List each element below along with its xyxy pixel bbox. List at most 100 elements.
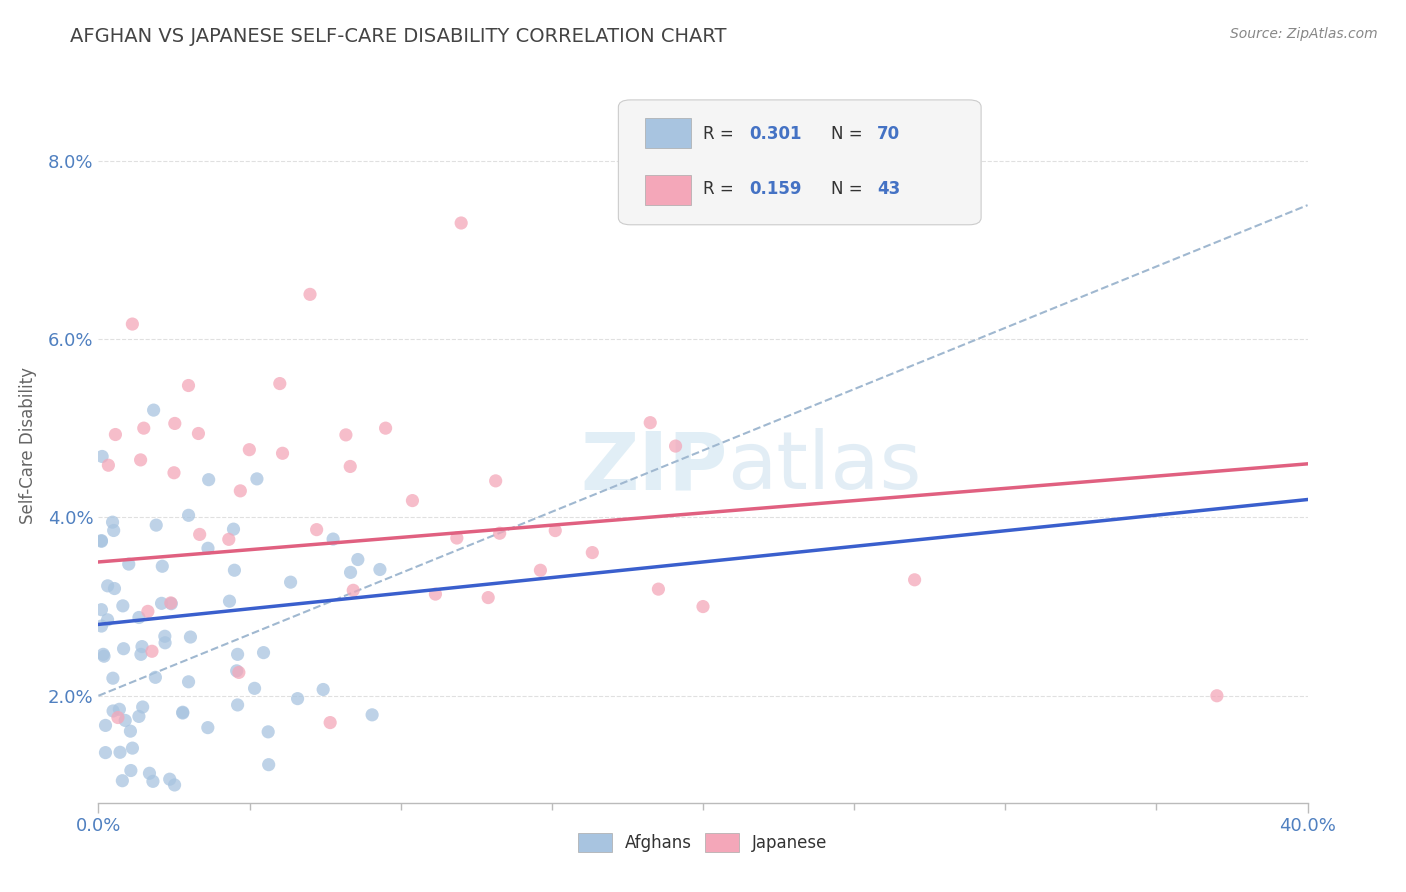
Text: R =: R = [703,125,740,143]
Point [252,646,274,660]
Point [257,724,280,739]
Text: 0.159: 0.159 [749,180,801,198]
Point [477,591,499,605]
Point [91,648,114,662]
Point [97,613,120,627]
Point [287,691,309,706]
Point [647,582,669,596]
Point [177,508,200,523]
Point [150,559,173,574]
Point [322,532,344,546]
Point [111,773,134,788]
Point [305,523,328,537]
Point [450,216,472,230]
Point [374,421,396,435]
Point [544,524,567,538]
Point [118,557,141,571]
Point [177,378,200,392]
Point [347,552,370,566]
Point [188,527,211,541]
Point [225,664,247,678]
Point [339,459,361,474]
Point [94,746,117,760]
Point [101,704,124,718]
Point [335,428,357,442]
Point [269,376,291,391]
Point [94,718,117,732]
Point [108,745,131,759]
Point [141,644,163,658]
Point [197,473,219,487]
Legend: Afghans, Japanese: Afghans, Japanese [572,826,834,859]
Point [319,715,342,730]
Point [108,702,131,716]
Point [581,545,603,559]
Point [271,446,294,460]
Point [93,649,115,664]
Point [153,629,176,643]
Point [172,706,194,720]
Point [97,579,120,593]
Point [312,682,335,697]
Point [120,764,142,778]
Point [339,566,361,580]
Point [138,766,160,780]
Point [132,421,155,435]
Point [228,665,250,680]
Point [163,778,186,792]
Point [187,426,209,441]
Point [90,602,112,616]
Point [90,533,112,548]
Text: 70: 70 [877,125,900,143]
Point [121,741,143,756]
Point [425,587,447,601]
Point [142,774,165,789]
Point [90,619,112,633]
Point [136,604,159,618]
Point [107,710,129,724]
Point [101,671,124,685]
Point [1206,689,1229,703]
Point [243,681,266,696]
Point [163,466,186,480]
Point [299,287,322,301]
Text: N =: N = [831,125,868,143]
Point [159,772,181,787]
Text: 43: 43 [877,180,900,198]
Y-axis label: Self-Care Disability: Self-Care Disability [18,368,37,524]
Point [142,403,165,417]
Point [692,599,714,614]
Point [153,636,176,650]
Point [488,526,510,541]
Point [114,714,136,728]
Point [224,563,246,577]
Point [145,670,167,684]
Point [120,724,142,739]
Point [904,573,927,587]
Text: N =: N = [831,180,868,198]
Point [342,583,364,598]
Point [131,640,153,654]
Point [131,700,153,714]
Point [101,515,124,529]
FancyBboxPatch shape [645,118,690,148]
Point [172,705,194,719]
Text: 0.301: 0.301 [749,125,801,143]
Point [103,582,125,596]
Point [280,575,302,590]
Point [401,493,423,508]
Point [129,648,152,662]
Text: ZIP: ZIP [579,428,727,507]
Point [238,442,260,457]
Point [226,698,249,712]
Point [90,534,112,549]
Text: AFGHAN VS JAPANESE SELF-CARE DISABILITY CORRELATION CHART: AFGHAN VS JAPANESE SELF-CARE DISABILITY … [70,27,727,45]
Point [638,416,661,430]
Point [104,427,127,442]
Point [197,721,219,735]
Point [446,531,468,545]
Point [218,533,240,547]
Point [103,524,125,538]
Point [112,641,135,656]
Point [128,610,150,624]
